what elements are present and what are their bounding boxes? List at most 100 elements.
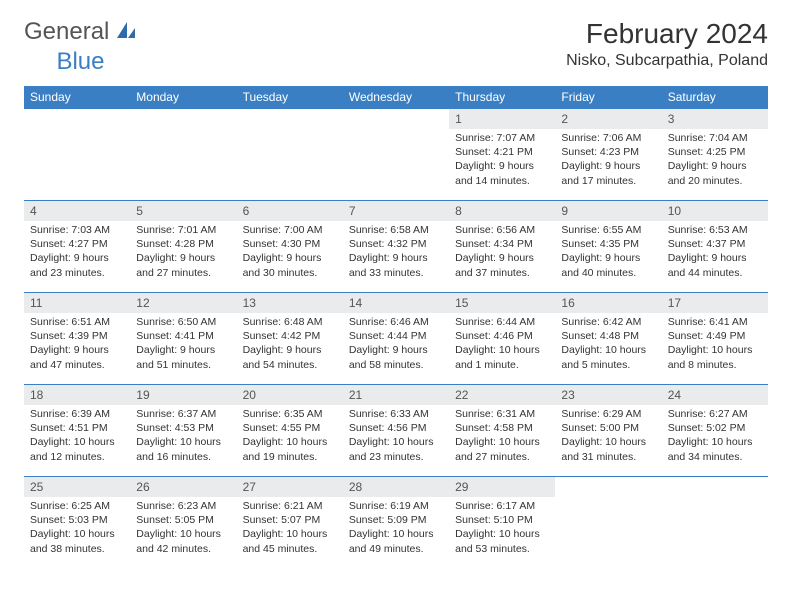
calendar-cell: 13Sunrise: 6:48 AMSunset: 4:42 PMDayligh… xyxy=(237,293,343,385)
day-number: 29 xyxy=(449,477,555,497)
day-number: 10 xyxy=(662,201,768,221)
sunrise-text: Sunrise: 6:25 AM xyxy=(30,499,124,513)
calendar-cell: 9Sunrise: 6:55 AMSunset: 4:35 PMDaylight… xyxy=(555,201,661,293)
sunset-text: Sunset: 4:34 PM xyxy=(455,237,549,251)
day-content: Sunrise: 6:41 AMSunset: 4:49 PMDaylight:… xyxy=(662,313,768,376)
sunset-text: Sunset: 4:39 PM xyxy=(30,329,124,343)
day-content: Sunrise: 7:04 AMSunset: 4:25 PMDaylight:… xyxy=(662,129,768,192)
day-number: 11 xyxy=(24,293,130,313)
daylight-text: Daylight: 10 hours and 19 minutes. xyxy=(243,435,337,463)
calendar-cell: 1Sunrise: 7:07 AMSunset: 4:21 PMDaylight… xyxy=(449,109,555,201)
sunset-text: Sunset: 5:02 PM xyxy=(668,421,762,435)
calendar-cell: 22Sunrise: 6:31 AMSunset: 4:58 PMDayligh… xyxy=(449,385,555,477)
day-number: 25 xyxy=(24,477,130,497)
daylight-text: Daylight: 10 hours and 27 minutes. xyxy=(455,435,549,463)
day-content: Sunrise: 6:37 AMSunset: 4:53 PMDaylight:… xyxy=(130,405,236,468)
calendar-table: SundayMondayTuesdayWednesdayThursdayFrid… xyxy=(24,86,768,569)
sunset-text: Sunset: 5:00 PM xyxy=(561,421,655,435)
calendar-cell: 29Sunrise: 6:17 AMSunset: 5:10 PMDayligh… xyxy=(449,477,555,569)
sunset-text: Sunset: 5:03 PM xyxy=(30,513,124,527)
sunrise-text: Sunrise: 6:33 AM xyxy=(349,407,443,421)
sunrise-text: Sunrise: 6:35 AM xyxy=(243,407,337,421)
day-number: 15 xyxy=(449,293,555,313)
sunrise-text: Sunrise: 7:00 AM xyxy=(243,223,337,237)
daylight-text: Daylight: 10 hours and 23 minutes. xyxy=(349,435,443,463)
day-number: 20 xyxy=(237,385,343,405)
sunset-text: Sunset: 4:53 PM xyxy=(136,421,230,435)
daylight-text: Daylight: 9 hours and 58 minutes. xyxy=(349,343,443,371)
sunrise-text: Sunrise: 6:27 AM xyxy=(668,407,762,421)
calendar-cell: 15Sunrise: 6:44 AMSunset: 4:46 PMDayligh… xyxy=(449,293,555,385)
calendar-week-row: 25Sunrise: 6:25 AMSunset: 5:03 PMDayligh… xyxy=(24,477,768,569)
day-number: 7 xyxy=(343,201,449,221)
sunset-text: Sunset: 4:51 PM xyxy=(30,421,124,435)
sunrise-text: Sunrise: 6:42 AM xyxy=(561,315,655,329)
calendar-week-row: 18Sunrise: 6:39 AMSunset: 4:51 PMDayligh… xyxy=(24,385,768,477)
day-number: 14 xyxy=(343,293,449,313)
daylight-text: Daylight: 10 hours and 1 minute. xyxy=(455,343,549,371)
sunrise-text: Sunrise: 6:53 AM xyxy=(668,223,762,237)
day-content: Sunrise: 6:51 AMSunset: 4:39 PMDaylight:… xyxy=(24,313,130,376)
calendar-cell: 19Sunrise: 6:37 AMSunset: 4:53 PMDayligh… xyxy=(130,385,236,477)
day-content: Sunrise: 6:23 AMSunset: 5:05 PMDaylight:… xyxy=(130,497,236,560)
calendar-week-row: ........1Sunrise: 7:07 AMSunset: 4:21 PM… xyxy=(24,109,768,201)
sunrise-text: Sunrise: 7:04 AM xyxy=(668,131,762,145)
day-content: Sunrise: 7:06 AMSunset: 4:23 PMDaylight:… xyxy=(555,129,661,192)
day-number: 26 xyxy=(130,477,236,497)
day-number: 27 xyxy=(237,477,343,497)
calendar-cell: 16Sunrise: 6:42 AMSunset: 4:48 PMDayligh… xyxy=(555,293,661,385)
day-number: 16 xyxy=(555,293,661,313)
calendar-cell: 21Sunrise: 6:33 AMSunset: 4:56 PMDayligh… xyxy=(343,385,449,477)
title-block: February 2024 Nisko, Subcarpathia, Polan… xyxy=(566,18,768,70)
calendar-cell: .. xyxy=(24,109,130,201)
sunset-text: Sunset: 5:05 PM xyxy=(136,513,230,527)
sunrise-text: Sunrise: 6:23 AM xyxy=(136,499,230,513)
sunrise-text: Sunrise: 7:07 AM xyxy=(455,131,549,145)
day-content: Sunrise: 6:44 AMSunset: 4:46 PMDaylight:… xyxy=(449,313,555,376)
day-number: 3 xyxy=(662,109,768,129)
daylight-text: Daylight: 10 hours and 34 minutes. xyxy=(668,435,762,463)
daylight-text: Daylight: 10 hours and 53 minutes. xyxy=(455,527,549,555)
daylight-text: Daylight: 9 hours and 51 minutes. xyxy=(136,343,230,371)
sunset-text: Sunset: 4:41 PM xyxy=(136,329,230,343)
calendar-cell: 8Sunrise: 6:56 AMSunset: 4:34 PMDaylight… xyxy=(449,201,555,293)
sunset-text: Sunset: 4:21 PM xyxy=(455,145,549,159)
sunrise-text: Sunrise: 6:41 AM xyxy=(668,315,762,329)
day-content: Sunrise: 6:31 AMSunset: 4:58 PMDaylight:… xyxy=(449,405,555,468)
sunset-text: Sunset: 4:55 PM xyxy=(243,421,337,435)
sunrise-text: Sunrise: 6:58 AM xyxy=(349,223,443,237)
sunrise-text: Sunrise: 6:55 AM xyxy=(561,223,655,237)
daylight-text: Daylight: 9 hours and 44 minutes. xyxy=(668,251,762,279)
day-content: Sunrise: 6:27 AMSunset: 5:02 PMDaylight:… xyxy=(662,405,768,468)
day-content: Sunrise: 6:19 AMSunset: 5:09 PMDaylight:… xyxy=(343,497,449,560)
sunset-text: Sunset: 4:32 PM xyxy=(349,237,443,251)
calendar-cell: 28Sunrise: 6:19 AMSunset: 5:09 PMDayligh… xyxy=(343,477,449,569)
daylight-text: Daylight: 10 hours and 31 minutes. xyxy=(561,435,655,463)
calendar-cell: 3Sunrise: 7:04 AMSunset: 4:25 PMDaylight… xyxy=(662,109,768,201)
day-content: Sunrise: 6:25 AMSunset: 5:03 PMDaylight:… xyxy=(24,497,130,560)
day-number: 18 xyxy=(24,385,130,405)
day-number: 22 xyxy=(449,385,555,405)
sunset-text: Sunset: 4:23 PM xyxy=(561,145,655,159)
day-content: Sunrise: 6:53 AMSunset: 4:37 PMDaylight:… xyxy=(662,221,768,284)
daylight-text: Daylight: 10 hours and 8 minutes. xyxy=(668,343,762,371)
day-number: 24 xyxy=(662,385,768,405)
calendar-header-row: SundayMondayTuesdayWednesdayThursdayFrid… xyxy=(24,86,768,109)
day-number: 19 xyxy=(130,385,236,405)
day-number: 9 xyxy=(555,201,661,221)
day-content: Sunrise: 6:17 AMSunset: 5:10 PMDaylight:… xyxy=(449,497,555,560)
calendar-body: ........1Sunrise: 7:07 AMSunset: 4:21 PM… xyxy=(24,109,768,569)
day-number: 12 xyxy=(130,293,236,313)
day-header: Sunday xyxy=(24,86,130,109)
sunset-text: Sunset: 4:42 PM xyxy=(243,329,337,343)
sunrise-text: Sunrise: 6:46 AM xyxy=(349,315,443,329)
day-content: Sunrise: 6:46 AMSunset: 4:44 PMDaylight:… xyxy=(343,313,449,376)
sunset-text: Sunset: 4:25 PM xyxy=(668,145,762,159)
day-number: 13 xyxy=(237,293,343,313)
day-content: Sunrise: 6:21 AMSunset: 5:07 PMDaylight:… xyxy=(237,497,343,560)
day-header: Monday xyxy=(130,86,236,109)
sunset-text: Sunset: 4:49 PM xyxy=(668,329,762,343)
sunset-text: Sunset: 4:27 PM xyxy=(30,237,124,251)
day-header: Saturday xyxy=(662,86,768,109)
calendar-cell: 10Sunrise: 6:53 AMSunset: 4:37 PMDayligh… xyxy=(662,201,768,293)
